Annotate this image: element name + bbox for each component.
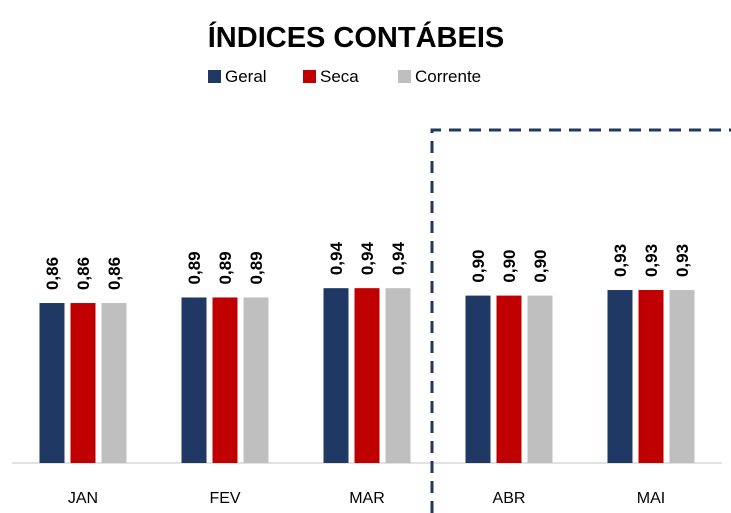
value-label: 0,93 [611,244,630,277]
value-label: 0,90 [469,250,488,283]
bar [496,295,522,463]
bar [212,297,238,463]
legend-swatch [303,70,316,83]
bar [638,290,664,463]
chart-title: ÍNDICES CONTÁBEIS [208,20,504,54]
value-label: 0,90 [500,250,519,283]
bar [354,288,380,463]
bar [465,295,491,463]
bar [385,288,411,463]
bar [70,303,96,463]
value-label: 0,90 [531,250,550,283]
bar [243,297,269,463]
bar [181,297,207,463]
x-tick-label: FEV [209,490,240,507]
x-tick-label: JAN [68,490,98,507]
value-label: 0,89 [185,251,204,284]
value-label: 0,86 [105,257,124,290]
x-tick-label: ABR [493,490,526,507]
value-label: 0,86 [43,257,62,290]
bar [101,303,127,463]
value-label: 0,89 [216,251,235,284]
value-label: 0,94 [327,242,346,276]
bar [39,303,65,463]
x-tick-label: MAI [637,490,665,507]
value-label: 0,94 [389,242,408,276]
value-label: 0,93 [673,244,692,277]
x-tick-label: MAR [349,490,385,507]
bar [607,290,633,463]
value-label: 0,89 [247,251,266,284]
bar [669,290,695,463]
value-label: 0,94 [358,242,377,276]
legend-swatch [208,70,221,83]
value-label: 0,93 [642,244,661,277]
legend-label: Geral [225,67,267,86]
bar [527,295,553,463]
highlight-box [430,128,731,513]
bar [323,288,349,463]
legend-label: Seca [320,67,359,86]
value-label: 0,86 [74,257,93,290]
legend-label: Corrente [415,67,481,86]
legend-swatch [398,70,411,83]
